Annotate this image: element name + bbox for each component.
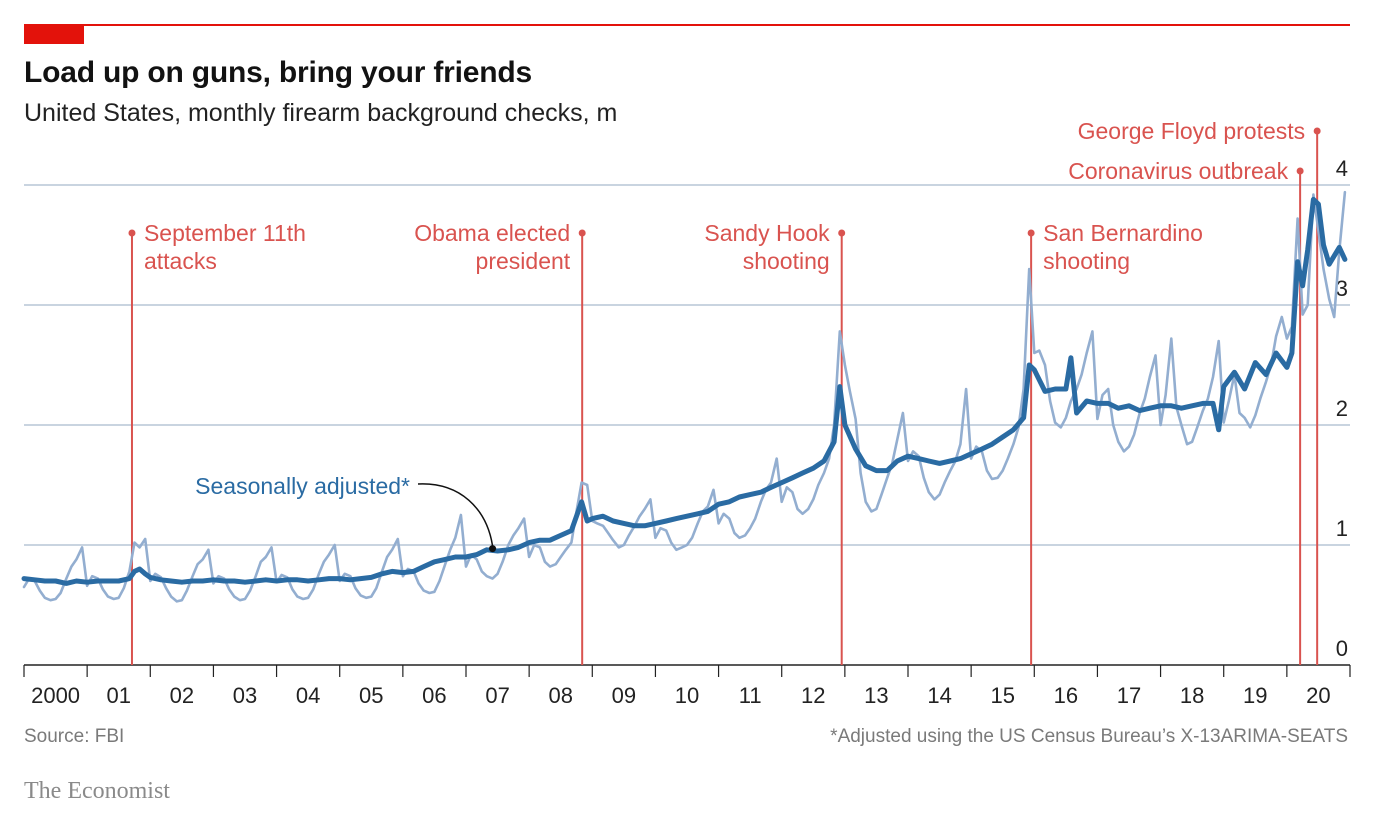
series-label-dot — [489, 545, 497, 553]
event-label-0-0: September 11th — [144, 220, 306, 246]
series-line-raw — [22, 190, 1347, 603]
x-tick-label-2005: 05 — [359, 683, 383, 708]
event-label-1-0: Obama elected — [414, 220, 570, 246]
brand-red-tag — [24, 24, 84, 44]
y-tick-label-4: 4 — [1336, 156, 1348, 181]
x-tick-label-2009: 09 — [612, 683, 636, 708]
series-line-adjusted — [21, 196, 1348, 586]
event-label-1-1: president — [476, 248, 571, 274]
event-label-5-0: George Floyd protests — [1078, 118, 1306, 144]
y-tick-label-0: 0 — [1336, 636, 1348, 661]
y-tick-label-1: 1 — [1336, 516, 1348, 541]
event-dot-4 — [1296, 167, 1304, 175]
x-tick-label-2006: 06 — [422, 683, 446, 708]
event-label-2-0: Sandy Hook — [704, 220, 830, 246]
event-label-2-1: shooting — [743, 248, 830, 274]
x-tick-label-2002: 02 — [170, 683, 194, 708]
chart-subtitle: United States, monthly firearm backgroun… — [24, 99, 618, 127]
series-label: Seasonally adjusted* — [195, 473, 410, 499]
economist-logo: The Economist — [24, 778, 170, 804]
event-label-3-0: San Bernardino — [1043, 220, 1203, 246]
x-tick-label-2020: 20 — [1306, 683, 1330, 708]
x-tick-label-2013: 13 — [864, 683, 888, 708]
x-tick-label-2000: 2000 — [31, 683, 80, 708]
event-dot-5 — [1313, 127, 1321, 135]
x-tick-label-2018: 18 — [1180, 683, 1204, 708]
y-tick-label-2: 2 — [1336, 396, 1348, 421]
event-dot-0 — [128, 229, 136, 237]
chart-title: Load up on guns, bring your friends — [24, 56, 532, 89]
event-dot-2 — [838, 229, 846, 237]
top-rule — [24, 24, 1350, 26]
x-tick-label-2017: 17 — [1117, 683, 1141, 708]
x-tick-label-2001: 01 — [106, 683, 130, 708]
event-label-4-0: Coronavirus outbreak — [1068, 158, 1288, 184]
event-dot-3 — [1027, 229, 1035, 237]
x-tick-label-2008: 08 — [548, 683, 572, 708]
series-label-leader — [417, 483, 494, 546]
x-tick-label-2010: 10 — [675, 683, 699, 708]
footnote: *Adjusted using the US Census Bureau’s X… — [830, 726, 1348, 747]
x-tick-label-2015: 15 — [990, 683, 1014, 708]
x-tick-label-2007: 07 — [485, 683, 509, 708]
x-tick-label-2011: 11 — [739, 683, 762, 708]
x-tick-label-2003: 03 — [233, 683, 257, 708]
y-tick-label-3: 3 — [1336, 276, 1348, 301]
x-tick-label-2019: 19 — [1243, 683, 1267, 708]
x-tick-label-2012: 12 — [801, 683, 825, 708]
source-note: Source: FBI — [24, 726, 125, 747]
x-tick-label-2004: 04 — [296, 683, 320, 708]
x-tick-label-2014: 14 — [927, 683, 951, 708]
event-dot-1 — [578, 229, 586, 237]
event-label-3-1: shooting — [1043, 248, 1130, 274]
x-tick-label-2016: 16 — [1054, 683, 1078, 708]
event-label-0-1: attacks — [144, 248, 217, 274]
